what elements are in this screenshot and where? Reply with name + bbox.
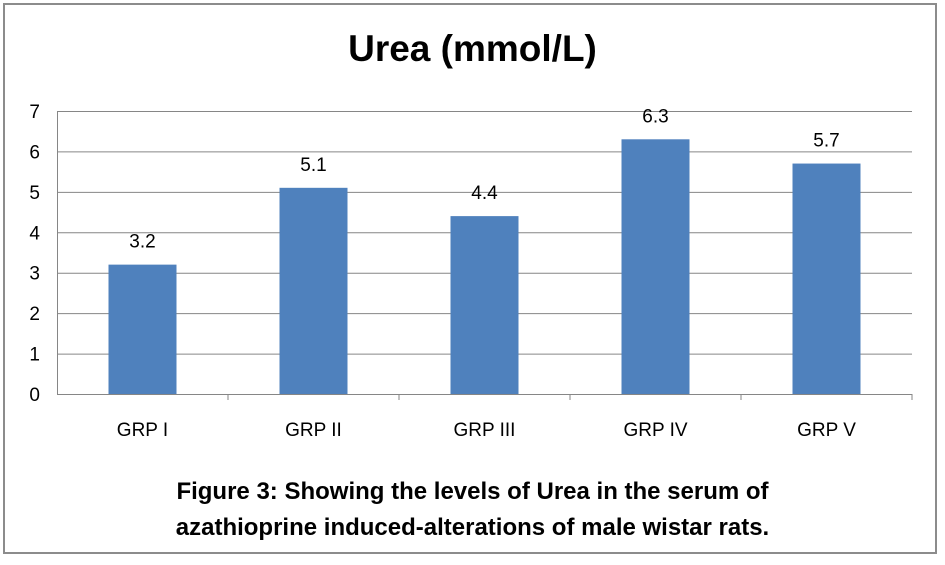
data-label: 6.3 bbox=[642, 106, 668, 127]
data-label: 5.7 bbox=[813, 131, 839, 152]
y-tick-label: 1 bbox=[29, 345, 40, 366]
bar bbox=[279, 187, 348, 394]
figure-caption: Figure 3: Showing the levels of Urea in … bbox=[0, 474, 945, 546]
y-tick-label: 5 bbox=[29, 183, 40, 204]
y-tick-label: 4 bbox=[29, 223, 40, 244]
caption-line-2: azathioprine induced-alterations of male… bbox=[175, 514, 770, 541]
x-tick-label: GRP V bbox=[797, 420, 856, 441]
caption-line-1: Figure 3: Showing the levels of Urea in … bbox=[176, 478, 769, 505]
y-tick-label: 7 bbox=[29, 102, 40, 123]
x-tick-label: GRP I bbox=[117, 420, 168, 441]
y-tick-label: 6 bbox=[29, 142, 40, 163]
data-label: 3.2 bbox=[129, 232, 155, 253]
chart-title: Urea (mmol/L) bbox=[348, 28, 597, 69]
x-tick-label: GRP IV bbox=[623, 420, 687, 441]
bar bbox=[621, 139, 690, 394]
bar bbox=[792, 163, 861, 394]
bar bbox=[450, 216, 519, 394]
data-label: 4.4 bbox=[471, 183, 498, 204]
bar bbox=[108, 264, 177, 394]
data-label: 5.1 bbox=[300, 155, 326, 176]
figure-frame bbox=[3, 3, 937, 554]
y-tick-label: 2 bbox=[29, 304, 40, 325]
x-tick-label: GRP III bbox=[454, 420, 516, 441]
y-tick-label: 3 bbox=[29, 264, 40, 285]
y-tick-label: 0 bbox=[29, 385, 40, 406]
x-tick-label: GRP II bbox=[285, 420, 342, 441]
